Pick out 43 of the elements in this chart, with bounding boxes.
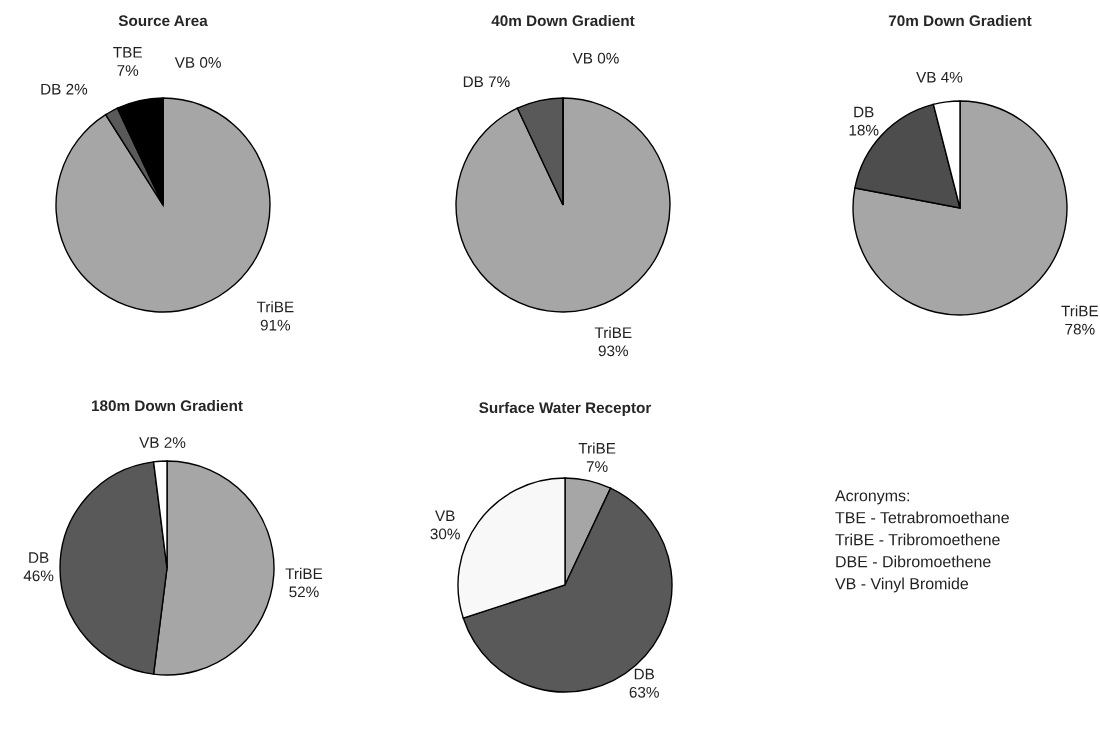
chart-title: Source Area <box>118 15 208 27</box>
text: 0% <box>597 52 619 64</box>
slice-label: TriBE <box>594 326 632 338</box>
chart-title: 70m Down Gradient <box>888 14 1032 27</box>
text: VB - Vinyl Bromide <box>835 577 969 593</box>
data-label: 7% <box>586 461 608 472</box>
slice-label: TriBE <box>256 301 294 313</box>
text: TBE - Tetrabromoethane <box>835 511 1009 524</box>
data-label: 63% <box>629 686 659 698</box>
slice-label: DB <box>634 668 654 680</box>
slice-label: DB <box>41 83 61 95</box>
text: 0% <box>199 57 221 68</box>
slice-label: DB <box>29 552 49 563</box>
slice-label: VB <box>916 71 936 83</box>
data-label: 18% <box>849 124 879 136</box>
data-label: 52% <box>289 586 319 598</box>
slice-label: TriBE <box>1061 305 1098 317</box>
data-label: 46% <box>23 570 54 582</box>
chart-title: 40m Down Gradient <box>491 14 635 27</box>
data-label: 91% <box>260 319 291 331</box>
category-label: VB <box>174 57 195 68</box>
chart-title: 180m Down Gradient <box>91 399 243 412</box>
text: DBE - Dibromoethene <box>836 555 991 568</box>
data-label: 30% <box>430 528 460 540</box>
slice-label: VB <box>435 510 455 522</box>
data-label: 7% <box>488 76 510 88</box>
slice-label: TriBE <box>285 567 323 579</box>
chart-title: Surface Water Receptor <box>479 401 652 417</box>
data-label: 2% <box>66 83 88 95</box>
slice-label: TriBE <box>578 442 616 454</box>
data-label: 78% <box>1065 323 1095 335</box>
text: TriBE - Tribromoethene <box>835 533 1000 546</box>
slice-label: DB <box>854 106 874 118</box>
pie-slice <box>455 97 671 313</box>
category-label: VB <box>572 52 593 64</box>
data-label: 4% <box>941 71 963 83</box>
text: Acronyms: <box>835 490 909 505</box>
slice-label: DB <box>463 76 484 87</box>
slice-label: VB <box>139 437 159 448</box>
data-label: 2% <box>164 437 186 448</box>
data-label: 7% <box>117 65 139 76</box>
slice-label: TBE <box>113 47 142 58</box>
data-label: 93% <box>598 345 629 357</box>
